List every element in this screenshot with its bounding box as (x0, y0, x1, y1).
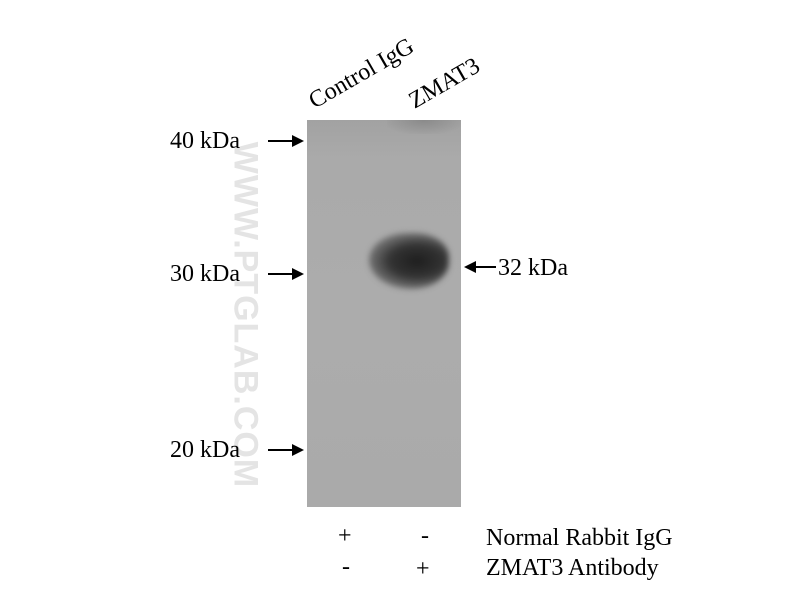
cond2-label: ZMAT3 Antibody (486, 555, 659, 581)
protein-band-32kda (369, 233, 449, 289)
marker-arrow-icon (268, 135, 304, 147)
band-arrow-icon (464, 261, 496, 273)
cond1-lane1: + (338, 523, 352, 549)
marker-30kda: 30 kDa (170, 261, 240, 287)
cond1-lane2: - (421, 523, 429, 549)
marker-40kda: 40 kDa (170, 128, 240, 154)
band-size-label: 32 kDa (498, 255, 568, 281)
marker-arrow-icon (268, 444, 304, 456)
cond2-lane1: - (342, 554, 350, 580)
lane-label-zmat3: ZMAT3 (404, 52, 485, 115)
marker-arrow-icon (268, 268, 304, 280)
cond2-lane2: + (416, 556, 430, 582)
cond1-label: Normal Rabbit IgG (486, 525, 673, 551)
marker-20kda: 20 kDa (170, 437, 240, 463)
top-smear (387, 120, 461, 134)
blot-membrane (307, 120, 461, 507)
lane-label-control-igg: Control IgG (304, 33, 419, 115)
